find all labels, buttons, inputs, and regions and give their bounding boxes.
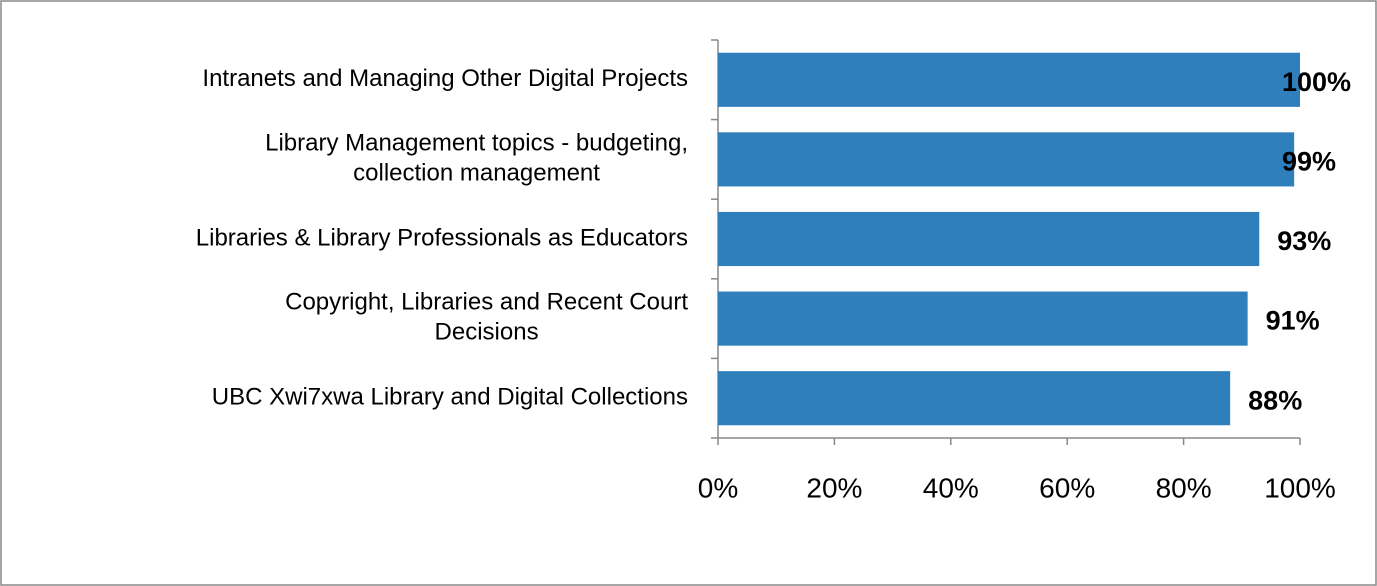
- x-tick-label: 0%: [698, 472, 738, 503]
- value-label: 91%: [1266, 306, 1320, 336]
- y-tick-label: Copyright, Libraries and Recent Court Dec…: [285, 289, 688, 346]
- y-tick-label: Intranets and Managing Other Digital Pro…: [202, 65, 688, 92]
- x-tick-label: 80%: [1156, 472, 1212, 503]
- bar: [718, 132, 1295, 187]
- bar: [718, 52, 1300, 107]
- x-tick-label: 40%: [923, 472, 979, 503]
- value-label: 99%: [1282, 147, 1336, 177]
- value-label: 93%: [1277, 226, 1331, 256]
- bar: [718, 211, 1260, 267]
- y-tick-label: Libraries & Library Professionals as Edu…: [196, 224, 688, 251]
- value-label: 88%: [1248, 385, 1302, 415]
- x-tick-label: 20%: [806, 472, 862, 503]
- y-tick-label: Library Management topics - budgeting, co…: [265, 130, 688, 187]
- value-label: 100%: [1282, 67, 1351, 97]
- x-tick-label: 100%: [1264, 472, 1336, 503]
- x-tick-label: 60%: [1039, 472, 1095, 503]
- y-tick-label: UBC Xwi7xwa Library and Digital Collecti…: [212, 384, 688, 411]
- bar: [718, 291, 1248, 346]
- bar: [718, 371, 1231, 426]
